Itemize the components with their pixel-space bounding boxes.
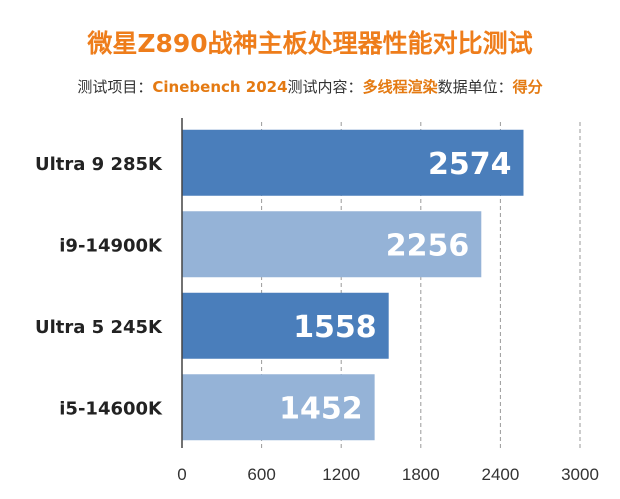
category-label: Ultra 5 245K [35,317,163,338]
tick-label: 0 [177,465,186,484]
item-value: Cinebench 2024 [152,78,288,96]
chart-subtitle: 测试项目：Cinebench 2024测试内容：多线程渲染数据单位：得分 [0,76,620,97]
bar [182,374,375,441]
item-label: 测试项目： [77,78,153,96]
category-label: i5-14600K [59,398,163,419]
tick-label: 3000 [561,465,599,484]
bar [182,292,389,359]
content-label: 测试内容： [287,78,363,96]
bar [182,211,482,278]
unit-value: 得分 [512,78,543,96]
data-label: 1558 [293,310,377,345]
tick-label: 1200 [322,465,360,484]
data-label: 2256 [386,228,470,263]
category-label: i9-14900K [59,235,163,256]
unit-label: 数据单位： [437,78,513,96]
content-value: 多线程渲染 [362,78,438,96]
chart-title: 微星Z890战神主板处理器性能对比测试 [87,29,533,58]
data-label: 1452 [279,391,363,426]
category-label: Ultra 9 285K [35,154,163,175]
tick-label: 2400 [481,465,519,484]
tick-label: 600 [247,465,275,484]
bar [182,129,524,196]
data-label: 2574 [428,147,512,182]
tick-label: 1800 [402,465,440,484]
